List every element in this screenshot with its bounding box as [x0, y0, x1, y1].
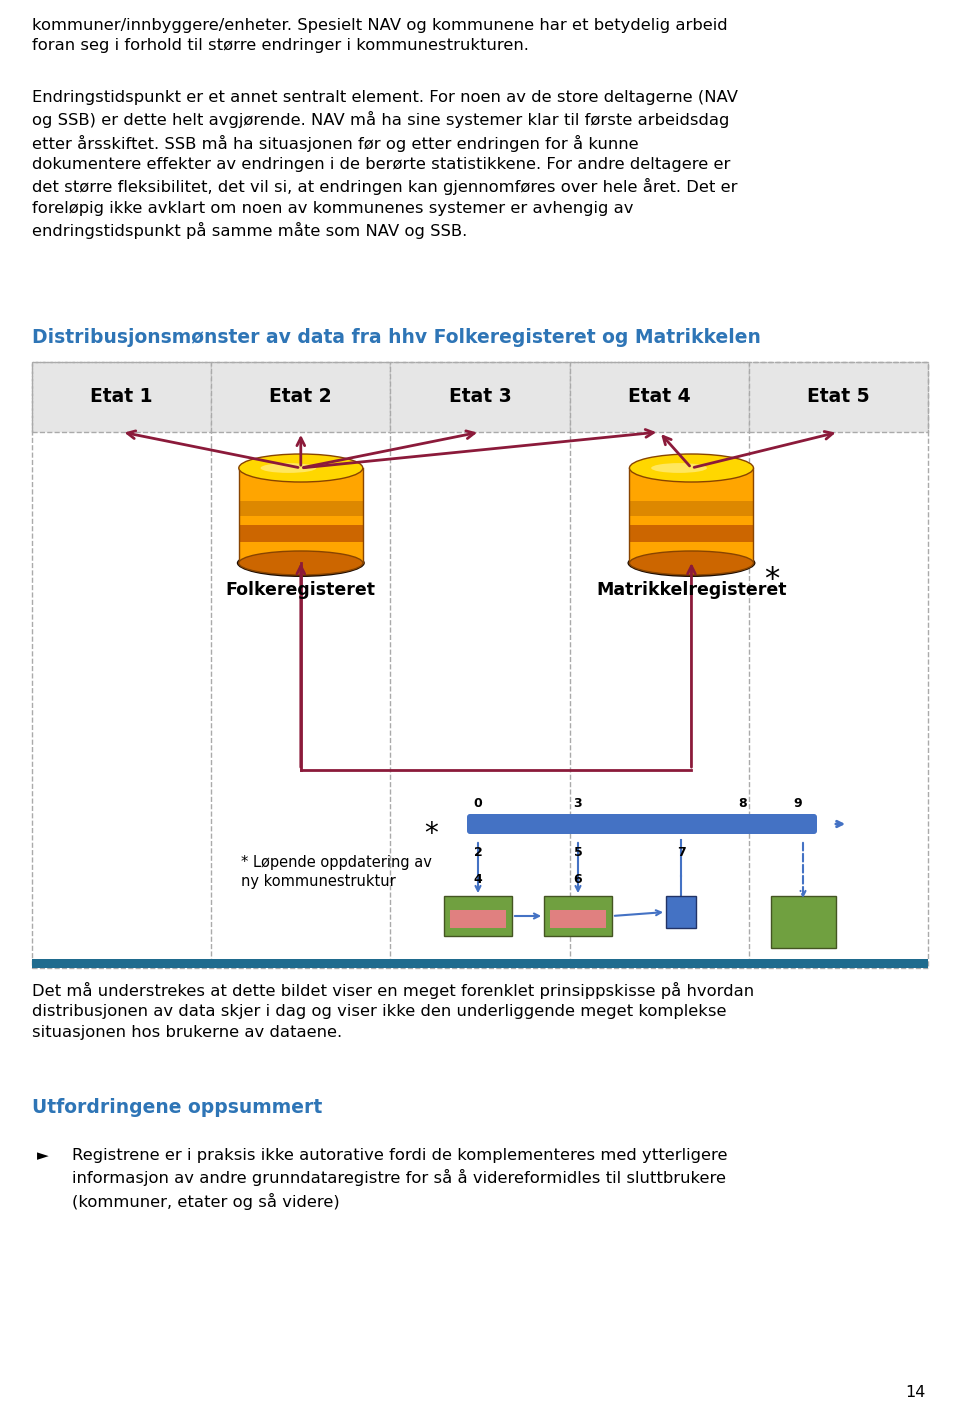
Bar: [32, 362, 211, 432]
Text: Distribusjonsmønster av data fra hhv Folkeregisteret og Matrikkelen: Distribusjonsmønster av data fra hhv Fol…: [32, 328, 761, 346]
Bar: [211, 362, 391, 432]
Bar: [444, 896, 512, 936]
Ellipse shape: [630, 551, 754, 575]
FancyBboxPatch shape: [467, 814, 754, 834]
Text: Folkeregisteret: Folkeregisteret: [226, 581, 375, 599]
Text: * Løpende oppdatering av
ny kommunestruktur: * Løpende oppdatering av ny kommunestruk…: [241, 855, 432, 889]
Bar: [239, 525, 363, 542]
Text: 7: 7: [677, 846, 685, 859]
Text: *: *: [424, 819, 438, 848]
Bar: [630, 501, 754, 515]
Text: 3: 3: [574, 797, 583, 809]
Ellipse shape: [260, 463, 316, 473]
Text: Matrikkelregisteret: Matrikkelregisteret: [596, 581, 786, 599]
Text: Etat 4: Etat 4: [628, 388, 690, 406]
Text: *: *: [764, 565, 780, 594]
Text: 14: 14: [905, 1384, 926, 1400]
Ellipse shape: [630, 454, 754, 481]
Ellipse shape: [239, 454, 363, 481]
Text: Etat 3: Etat 3: [448, 388, 512, 406]
Text: 2: 2: [473, 846, 482, 859]
Ellipse shape: [628, 550, 756, 577]
Text: ►: ►: [37, 1147, 49, 1163]
Text: Registrene er i praksis ikke autorative fordi de komplementeres med ytterligere
: Registrene er i praksis ikke autorative …: [72, 1147, 728, 1210]
Bar: [239, 501, 363, 515]
Text: 0: 0: [473, 797, 482, 809]
Bar: [239, 469, 363, 562]
Text: Etat 5: Etat 5: [807, 388, 870, 406]
Text: 8: 8: [738, 797, 747, 809]
Bar: [550, 910, 606, 929]
Text: Etat 2: Etat 2: [270, 388, 332, 406]
Bar: [630, 525, 754, 542]
Text: 5: 5: [574, 846, 583, 859]
Text: 9: 9: [794, 797, 803, 809]
Ellipse shape: [239, 551, 363, 575]
Text: 6: 6: [574, 873, 583, 886]
Bar: [32, 959, 928, 968]
Text: Det må understrekes at dette bildet viser en meget forenklet prinsippskisse på h: Det må understrekes at dette bildet vise…: [32, 983, 755, 1039]
Bar: [544, 896, 612, 936]
Bar: [749, 362, 928, 432]
Bar: [666, 896, 696, 929]
Bar: [450, 910, 506, 929]
Bar: [771, 896, 836, 949]
Bar: [569, 362, 749, 432]
Text: Endringstidspunkt er et annet sentralt element. For noen av de store deltagerne : Endringstidspunkt er et annet sentralt e…: [32, 89, 738, 239]
FancyBboxPatch shape: [736, 814, 817, 834]
Text: kommuner/innbyggere/enheter. Spesielt NAV og kommunene har et betydelig arbeid
f: kommuner/innbyggere/enheter. Spesielt NA…: [32, 18, 728, 54]
Bar: [630, 469, 754, 562]
Text: 4: 4: [473, 873, 482, 886]
Bar: [391, 362, 569, 432]
Ellipse shape: [237, 550, 365, 577]
Text: Utfordringene oppsummert: Utfordringene oppsummert: [32, 1098, 323, 1118]
Ellipse shape: [651, 463, 707, 473]
Bar: [32, 362, 928, 968]
Text: Etat 1: Etat 1: [90, 388, 153, 406]
